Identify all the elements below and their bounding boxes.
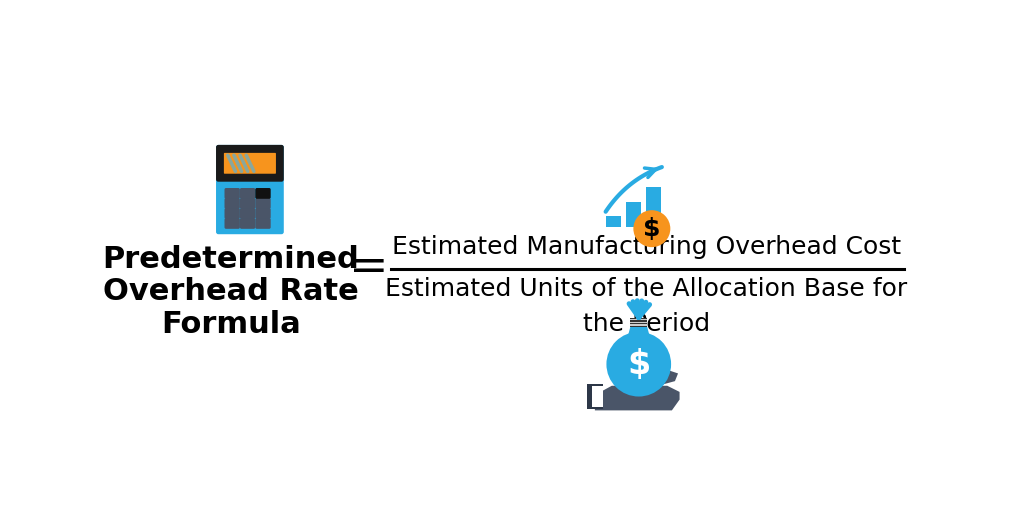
FancyBboxPatch shape [216, 145, 284, 181]
Circle shape [606, 332, 671, 397]
Text: Formula: Formula [161, 309, 300, 339]
Text: Estimated Units of the Allocation Base for: Estimated Units of the Allocation Base f… [385, 277, 907, 301]
Bar [631, 318, 647, 319]
Text: Predetermined: Predetermined [102, 245, 359, 274]
Polygon shape [628, 324, 649, 336]
Text: =: = [349, 246, 389, 290]
FancyBboxPatch shape [240, 198, 255, 209]
FancyBboxPatch shape [224, 153, 275, 174]
Bar [631, 326, 647, 327]
Bar [631, 325, 647, 326]
Polygon shape [650, 370, 678, 386]
Text: $: $ [643, 217, 660, 241]
Bar [605, 216, 621, 227]
Text: Overhead Rate: Overhead Rate [102, 277, 358, 306]
FancyBboxPatch shape [240, 188, 255, 199]
Bar [631, 322, 647, 323]
Bar [626, 203, 641, 227]
Bar [631, 320, 647, 322]
FancyBboxPatch shape [255, 198, 270, 209]
Text: $: $ [627, 348, 650, 381]
Bar [631, 319, 647, 320]
Text: Estimated Manufacturing Overhead Cost: Estimated Manufacturing Overhead Cost [392, 235, 901, 259]
Circle shape [634, 210, 671, 247]
Polygon shape [595, 386, 680, 410]
FancyBboxPatch shape [216, 145, 284, 234]
FancyBboxPatch shape [224, 218, 240, 229]
FancyBboxPatch shape [240, 218, 255, 229]
FancyBboxPatch shape [224, 198, 240, 209]
FancyBboxPatch shape [224, 208, 240, 219]
FancyBboxPatch shape [255, 188, 270, 199]
Bar [646, 187, 662, 227]
Text: the Period: the Period [583, 312, 710, 336]
Bar [631, 323, 647, 325]
FancyBboxPatch shape [255, 218, 270, 229]
Bar [218, 170, 282, 179]
FancyBboxPatch shape [240, 208, 255, 219]
Bar [587, 384, 602, 409]
FancyBboxPatch shape [224, 188, 240, 199]
FancyBboxPatch shape [255, 208, 270, 219]
Bar [592, 386, 602, 407]
